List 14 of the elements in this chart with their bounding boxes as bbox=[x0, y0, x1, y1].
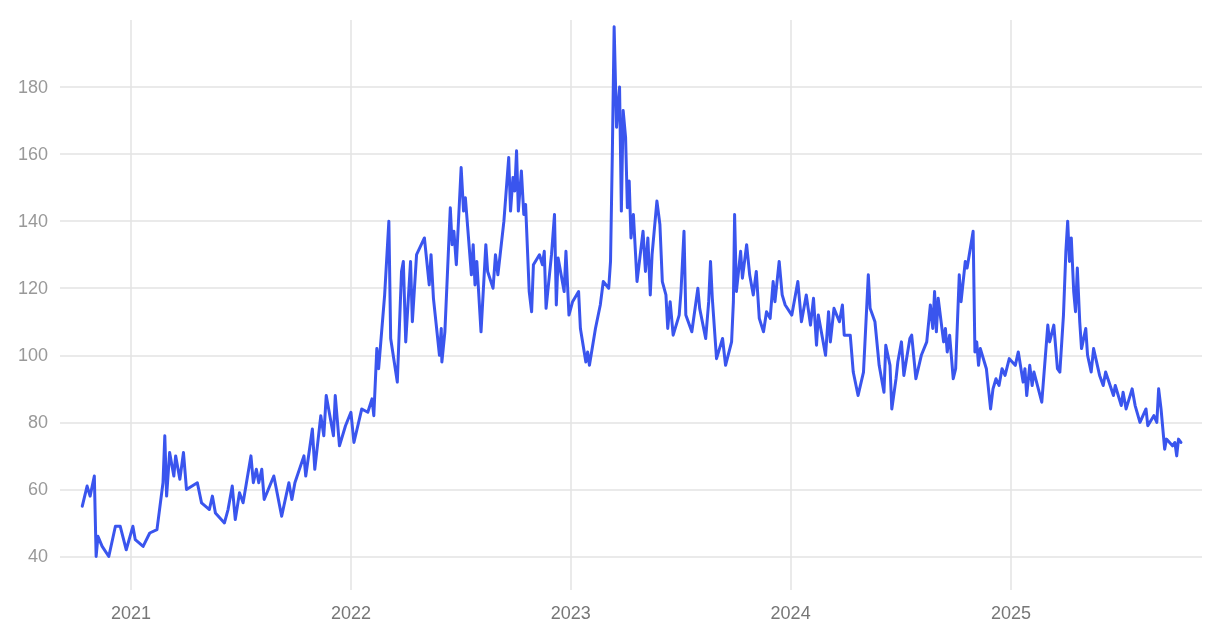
y-tick-label: 140 bbox=[17, 211, 48, 232]
y-tick-label: 100 bbox=[17, 345, 48, 366]
y-tick-label: 180 bbox=[17, 77, 48, 98]
x-tick-label: 2022 bbox=[330, 603, 371, 623]
y-tick-label: 40 bbox=[27, 546, 48, 567]
y-tick-label: 60 bbox=[27, 479, 48, 500]
line-series bbox=[80, 25, 1183, 558]
x-tick-label: 2024 bbox=[770, 603, 811, 623]
x-tick-label: 2025 bbox=[991, 603, 1032, 623]
y-tick-label: 80 bbox=[27, 412, 48, 433]
x-tick-label: 2021 bbox=[111, 603, 152, 623]
y-tick-label: 120 bbox=[17, 278, 48, 299]
x-tick-label: 2023 bbox=[550, 603, 591, 623]
y-tick-label: 160 bbox=[17, 144, 48, 165]
